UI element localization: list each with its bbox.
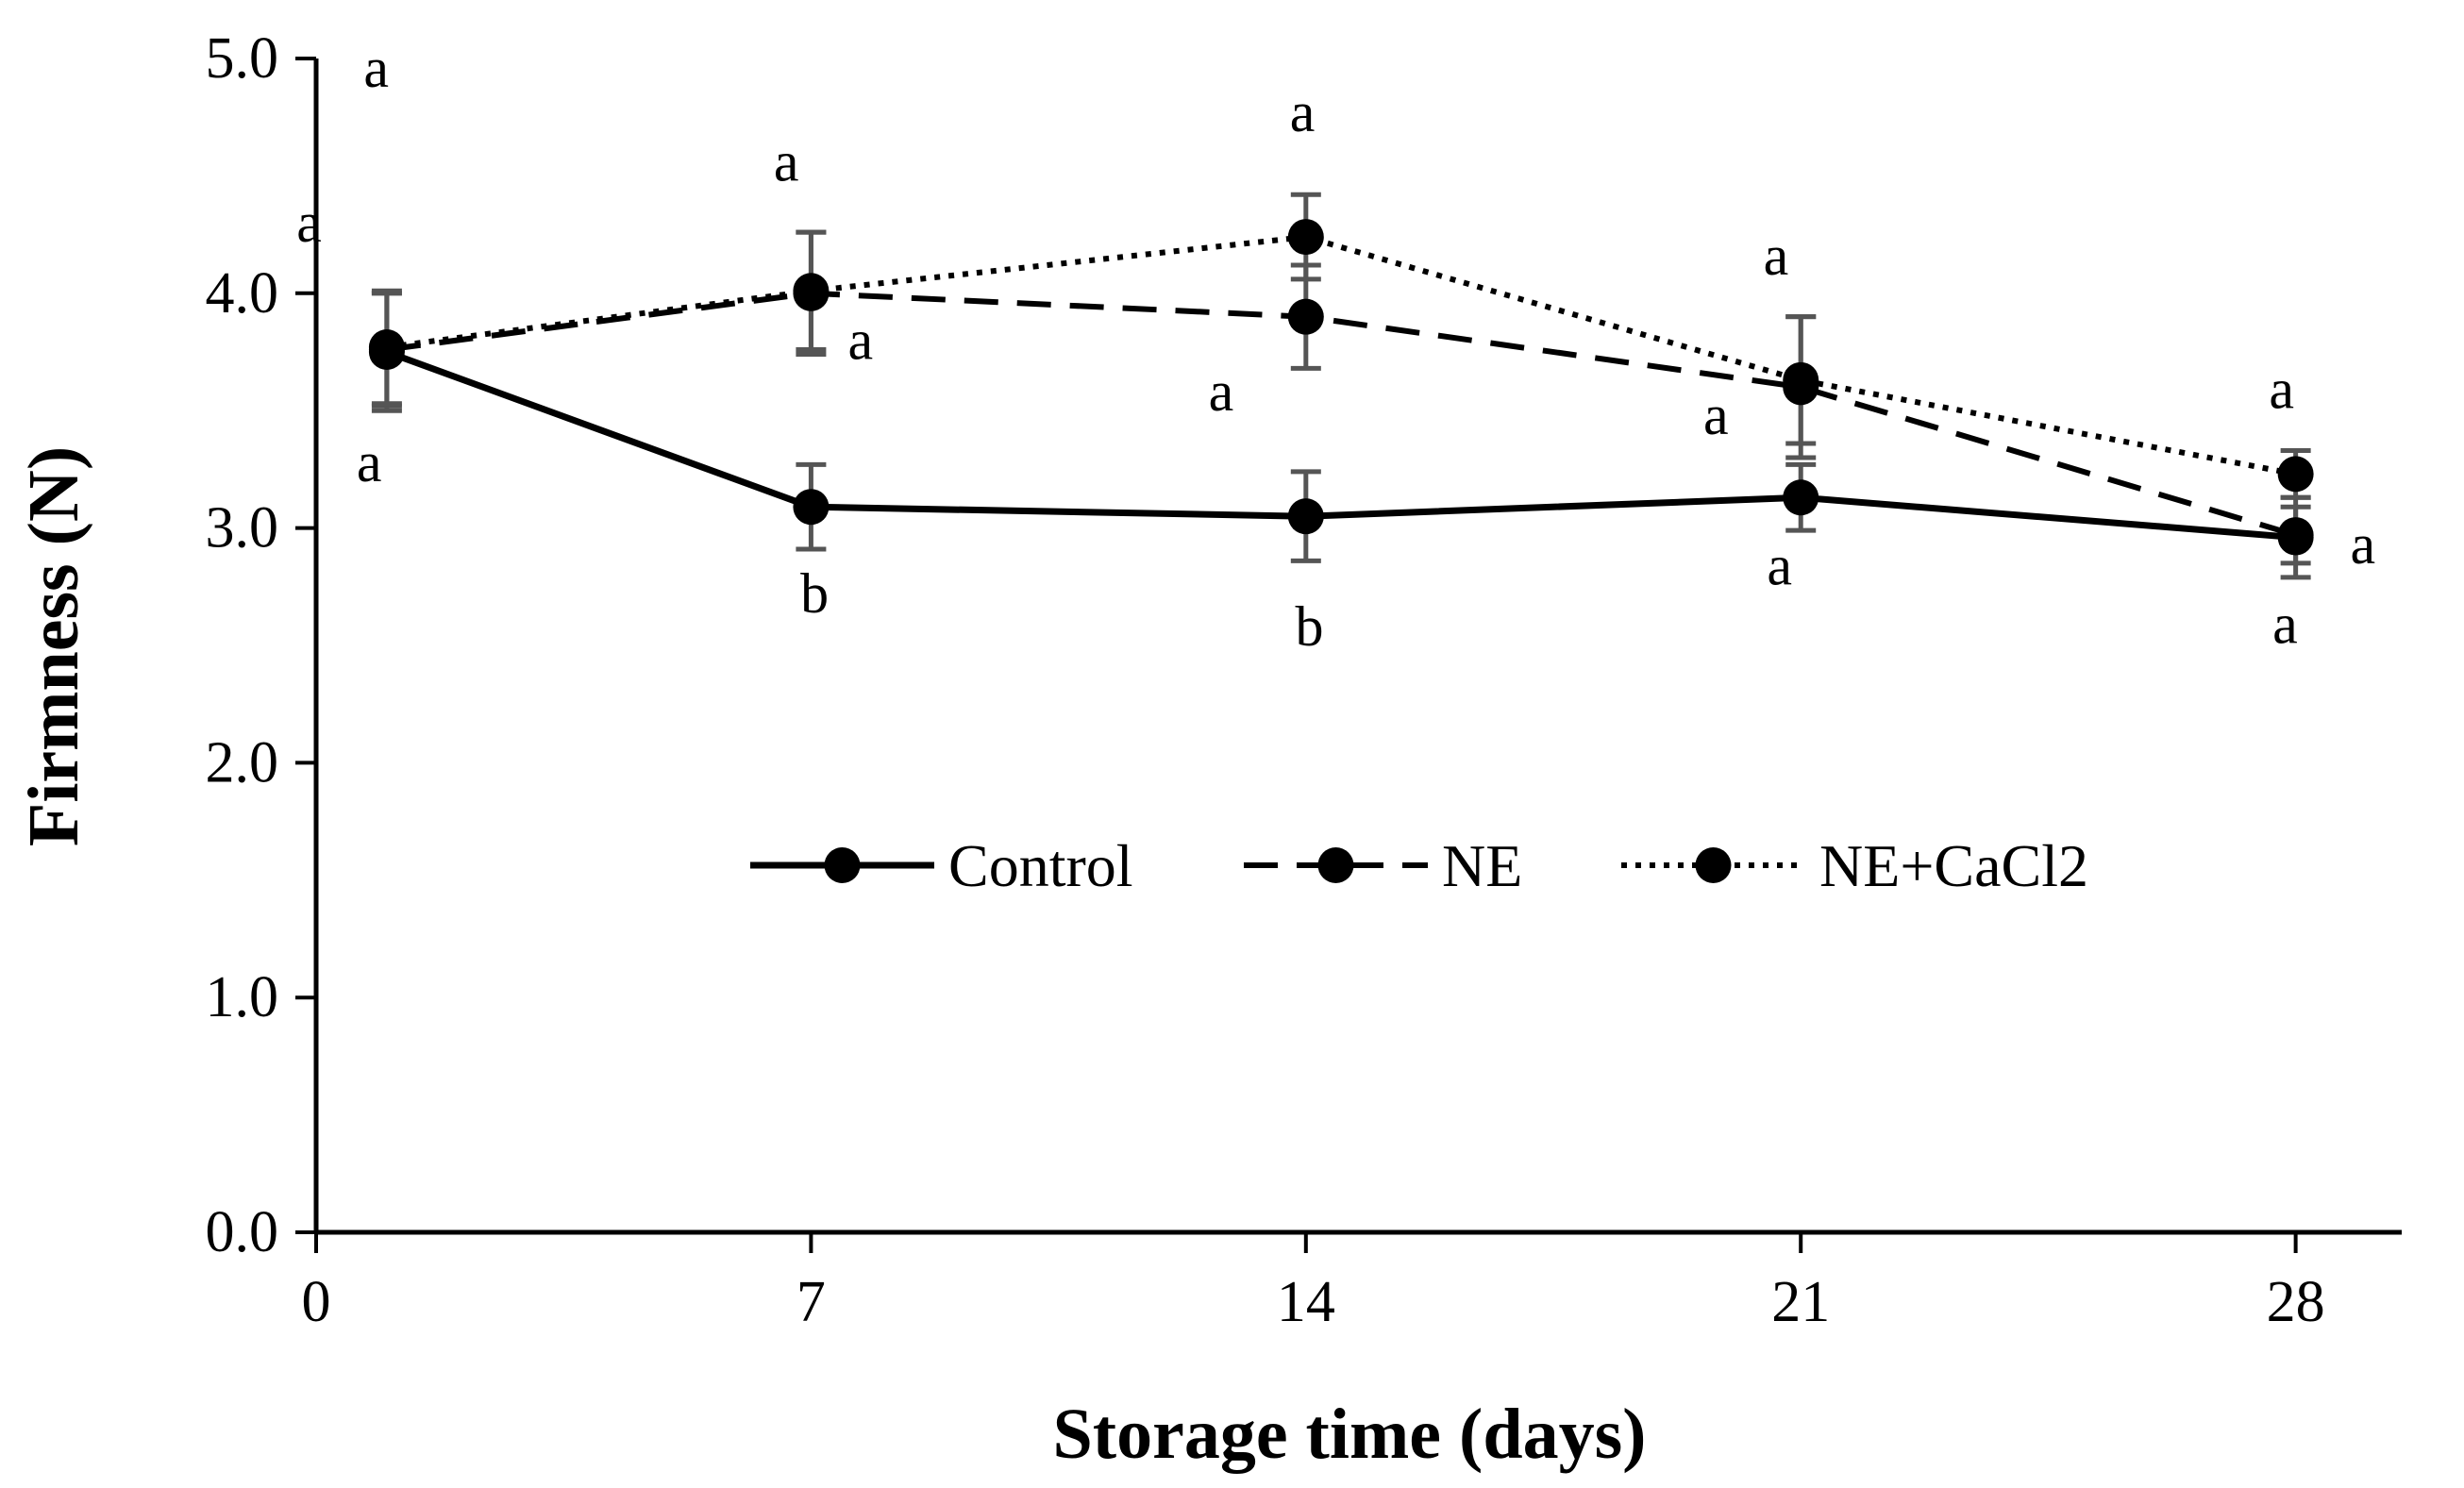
significance-letter: a [2350,513,2375,576]
legend-label: NE+CaCl2 [1819,832,2088,899]
x-tick-label: 7 [796,1270,826,1334]
x-tick-label: 14 [1277,1270,1335,1334]
significance-letter: a [848,309,874,371]
significance-letter: b [1296,595,1324,658]
series-line-ne [386,290,2297,538]
data-point-control [1783,479,1819,516]
significance-letter: a [1764,225,1789,287]
y-tick-label: 4.0 [206,261,279,326]
x-tick-label: 0 [302,1270,331,1334]
data-point-ne [1287,298,1324,335]
data-point-control [793,489,830,526]
legend-marker [824,847,861,883]
significance-letter: a [296,192,322,254]
significance-letter: a [2269,359,2294,421]
legend-label: NE [1442,832,1522,899]
y-tick-label: 0.0 [206,1200,279,1264]
significance-letter: a [1767,534,1792,596]
significance-letter: a [774,130,799,192]
significance-letter: a [363,37,389,99]
y-tick-label: 3.0 [206,496,279,560]
data-point-ne-cacl2 [2277,456,2314,493]
series-group [368,192,2314,580]
y-tick-label: 1.0 [206,965,279,1029]
significance-letter: a [357,431,382,493]
significance-letter: a [1703,384,1729,446]
significance-letter: a [1209,360,1234,423]
legend-label: Control [948,832,1133,899]
data-point-ne-cacl2 [793,273,830,309]
significance-letter: b [800,562,829,625]
y-tick-label: 5.0 [206,26,279,91]
x-axis-title: Storage time (days) [1053,1395,1647,1474]
legend: Control NE NE+CaCl2 [750,832,2088,899]
x-tick-label: 21 [1771,1270,1830,1334]
data-point-ne-cacl2 [1287,219,1324,256]
x-tick-label: 28 [2267,1270,2325,1334]
data-point-ne [2277,517,2314,554]
series-line-ne-cacl2 [386,234,2297,477]
data-point-control [1287,498,1324,535]
axes: 0.0 1.0 2.0 3.0 4.0 5.0 0 7 14 21 28 [206,26,2402,1334]
legend-marker [1695,847,1732,883]
significance-letter: a [2272,594,2298,656]
legend-marker [1317,847,1354,883]
data-point-ne-cacl2 [368,329,405,366]
series-line-control [385,348,2296,542]
significance-letter: a [1290,81,1316,143]
y-tick-label: 2.0 [206,730,279,794]
data-point-ne-cacl2 [1783,361,1819,398]
y-axis-title: Firmness (N) [14,446,93,846]
